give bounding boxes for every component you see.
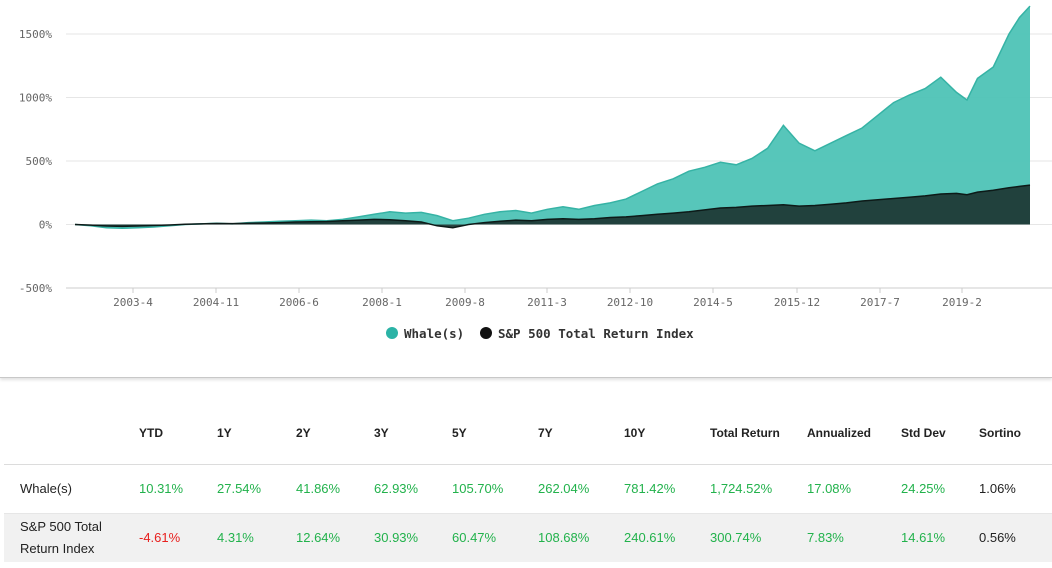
- table-cell: 781.42%: [624, 464, 710, 514]
- table-cell: 60.47%: [452, 513, 538, 562]
- row-name: Whale(s): [4, 464, 139, 514]
- table-cell: 41.86%: [296, 464, 374, 514]
- header-std-dev: Std Dev: [901, 402, 979, 465]
- table-cell: 300.74%: [710, 513, 807, 562]
- table-cell: 17.08%: [807, 464, 901, 514]
- table-cell: 30.93%: [374, 513, 452, 562]
- x-tick-label: 2012-10: [607, 296, 653, 309]
- table-cell: 7.83%: [807, 513, 901, 562]
- table-cell: -4.61%: [139, 513, 217, 562]
- table-cell: 105.70%: [452, 464, 538, 514]
- header-name: [4, 402, 139, 465]
- table-cell: 4.31%: [217, 513, 296, 562]
- table-cell: 24.25%: [901, 464, 979, 514]
- y-tick-label: 1500%: [19, 28, 52, 41]
- returns-table: YTD 1Y 2Y 3Y 5Y 7Y 10Y Total Return Annu…: [4, 402, 1052, 562]
- header-10y: 10Y: [624, 402, 710, 465]
- series-area-sp500: [75, 185, 1030, 228]
- x-tick-label: 2006-6: [279, 296, 319, 309]
- header-2y: 2Y: [296, 402, 374, 465]
- x-tick-label: 2015-12: [774, 296, 820, 309]
- y-tick-label: 500%: [26, 155, 53, 168]
- table-cell: 62.93%: [374, 464, 452, 514]
- table-cell: 240.61%: [624, 513, 710, 562]
- y-tick-label: -500%: [19, 282, 52, 295]
- legend-marker[interactable]: [480, 327, 492, 339]
- row-name: S&P 500 Total Return Index: [4, 513, 139, 562]
- table-header-row: YTD 1Y 2Y 3Y 5Y 7Y 10Y Total Return Annu…: [4, 402, 1052, 465]
- series-area-whales: [75, 6, 1030, 229]
- table-row: S&P 500 Total Return Index -4.61% 4.31% 12.…: [4, 513, 1052, 562]
- x-tick-label: 2004-11: [193, 296, 239, 309]
- header-5y: 5Y: [452, 402, 538, 465]
- header-annualized: Annualized: [807, 402, 901, 465]
- table-cell: 10.31%: [139, 464, 217, 514]
- table-cell: 14.61%: [901, 513, 979, 562]
- legend-marker[interactable]: [386, 327, 398, 339]
- table-cell: 108.68%: [538, 513, 624, 562]
- x-tick-label: 2014-5: [693, 296, 733, 309]
- table-cell: 1,724.52%: [710, 464, 807, 514]
- table-cell: 262.04%: [538, 464, 624, 514]
- header-ytd: YTD: [139, 402, 217, 465]
- table-cell: 12.64%: [296, 513, 374, 562]
- legend-label[interactable]: Whale(s): [404, 326, 464, 341]
- series-line-sp500: [74, 184, 1031, 229]
- header-sortino: Sortino: [979, 402, 1052, 465]
- y-tick-label: 1000%: [19, 92, 52, 105]
- table-cell: 1.06%: [979, 464, 1052, 514]
- x-tick-label: 2003-4: [113, 296, 153, 309]
- x-tick-label: 2008-1: [362, 296, 402, 309]
- y-tick-label: 0%: [39, 219, 53, 232]
- table-row: Whale(s) 10.31% 27.54% 41.86% 62.93% 105.70% 2…: [4, 464, 1052, 514]
- table-cell: 27.54%: [217, 464, 296, 514]
- x-tick-label: 2011-3: [527, 296, 567, 309]
- legend-label[interactable]: S&P 500 Total Return Index: [498, 326, 694, 341]
- table-cell: 0.56%: [979, 513, 1052, 562]
- header-1y: 1Y: [217, 402, 296, 465]
- x-tick-label: 2017-7: [860, 296, 900, 309]
- header-7y: 7Y: [538, 402, 624, 465]
- header-3y: 3Y: [374, 402, 452, 465]
- x-tick-label: 2019-2: [942, 296, 982, 309]
- performance-chart: 1500% 1000% 500% 0% -500% 2003-4 2004-11 2006-6…: [19, 5, 1052, 341]
- x-tick-label: 2009-8: [445, 296, 485, 309]
- chart-panel: 1500% 1000% 500% 0% -500% 2003-4 2004-11 2006-6…: [0, 5, 1052, 378]
- header-total-return: Total Return: [710, 402, 807, 465]
